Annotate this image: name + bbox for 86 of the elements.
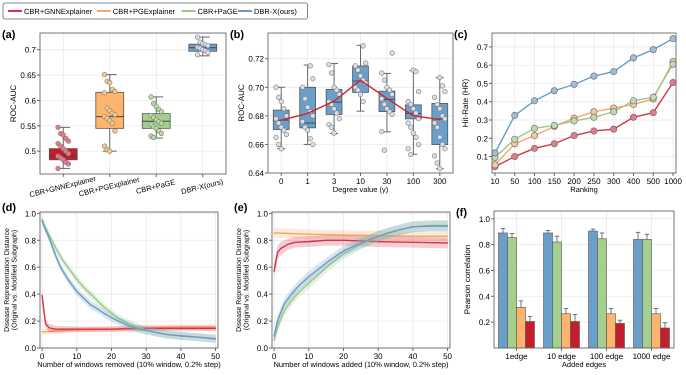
y-tick-label: 0.72 <box>248 54 265 64</box>
line-series <box>273 240 448 272</box>
x-tick-label: 100 <box>406 177 421 186</box>
point <box>590 114 598 121</box>
x-tick-label: 30 <box>382 177 392 186</box>
point <box>610 108 618 116</box>
y-axis-title: Hit-Rate (HR) <box>461 78 470 128</box>
point <box>511 136 518 143</box>
y-tick-label: 0.0 <box>24 344 37 353</box>
x-tick-label: 30 <box>374 352 384 361</box>
x-tick-label: 200 <box>567 177 582 186</box>
x-tick-label: 0 <box>40 352 45 361</box>
chart-title: (c) <box>454 29 468 41</box>
y-tick-label: 0.65 <box>20 71 37 80</box>
x-tick-label: 50 <box>443 352 453 361</box>
y-tick-label: 0.5 <box>476 79 489 88</box>
y-tick-label: 0.70 <box>248 83 265 92</box>
y-tick-label: 0.55 <box>20 122 37 131</box>
y-tick-label: 0.6 <box>24 96 37 106</box>
y-tick-label: 0.7 <box>476 42 489 52</box>
y-tick-label: 0.66 <box>248 140 265 150</box>
y-tick-label: 0.4 <box>256 290 269 300</box>
x-tick-label: 300 <box>607 177 621 186</box>
x-tick-label: 3 <box>332 177 337 186</box>
x-tick-label: 400 <box>626 177 641 186</box>
x-tick-label: 10 <box>490 177 500 186</box>
x-tick-label: 10 <box>304 352 314 361</box>
y-tick-label: 0.7 <box>24 46 37 55</box>
x-tick-label: 20 <box>339 352 348 361</box>
x-tick-label: 40 <box>408 352 418 361</box>
y-axis-title: ROC-AUC <box>237 84 246 122</box>
y-tick-label: 0.68 <box>248 112 265 121</box>
y-tick-label: 0.5 <box>24 147 37 156</box>
y-tick-label: 0.4 <box>478 292 491 302</box>
y-tick-label: 0.2 <box>24 317 37 326</box>
x-tick-label: 40 <box>176 352 186 361</box>
line-series <box>41 294 216 330</box>
chart-title: (a) <box>2 29 16 41</box>
chart-title: (e) <box>234 202 248 214</box>
x-tick-label: 100 <box>528 177 542 186</box>
x-tick-label: 1 <box>305 177 310 186</box>
y-tick-label: 0.6 <box>478 266 491 276</box>
y-tick-label: 0.4 <box>476 98 489 107</box>
y-tick-label: 1.0 <box>256 209 269 218</box>
chart-title: (d) <box>2 202 16 214</box>
x-tick-label: 150 <box>548 177 562 186</box>
y-tick-label: 0.6 <box>256 263 269 272</box>
y-tick-label: 0.1 <box>476 152 489 162</box>
x-tick-label: 10 <box>72 352 82 361</box>
y-axis-title: Pearson correlation <box>463 244 472 314</box>
x-tick-label: 300 <box>433 177 448 186</box>
y-tick-label: 0.6 <box>476 61 489 70</box>
y-tick-label: 1.0 <box>478 214 491 224</box>
x-tick-label: 250 <box>587 177 602 186</box>
point <box>570 117 578 124</box>
y-tick-label: 0.2 <box>256 317 269 326</box>
y-tick-label: 0.0 <box>256 344 269 353</box>
x-tick-label: 10 edge <box>547 352 577 361</box>
x-tick-label: 100 edge <box>590 352 624 361</box>
point <box>531 124 538 132</box>
y-tick-label: 0.2 <box>476 134 489 144</box>
y-tick-label: 0.8 <box>256 236 269 246</box>
y-tick-label: 0.8 <box>478 240 491 250</box>
x-tick-label: 30 <box>142 352 152 361</box>
y-tick-label: 0.6 <box>24 263 37 272</box>
x-tick-label: 50 <box>211 352 221 361</box>
chart-title: (f) <box>456 207 468 219</box>
point <box>630 97 637 104</box>
y-tick-label: 0.2 <box>478 318 491 328</box>
x-tick-label: 10 <box>356 177 366 186</box>
x-tick-label: 1edge <box>505 352 528 361</box>
x-tick-label: 1000 <box>664 177 682 186</box>
x-tick-label: 0 <box>272 352 277 361</box>
y-axis-title: ROC-AUC <box>9 84 18 122</box>
x-tick-label: 0 <box>278 177 284 186</box>
y-tick-label: 1.0 <box>24 209 37 218</box>
x-tick-label: 50 <box>510 177 520 186</box>
x-tick-label: 1000 edge <box>632 352 671 361</box>
y-tick-label: 0.3 <box>476 116 489 125</box>
chart-title: (b) <box>230 29 244 41</box>
point <box>670 60 677 68</box>
x-tick-label: 20 <box>107 352 116 361</box>
x-tick-label: 500 <box>646 177 660 186</box>
y-tick-label: 0.4 <box>24 290 37 300</box>
y-tick-label: 0.64 <box>248 169 265 178</box>
y-tick-label: 0.8 <box>24 236 37 246</box>
